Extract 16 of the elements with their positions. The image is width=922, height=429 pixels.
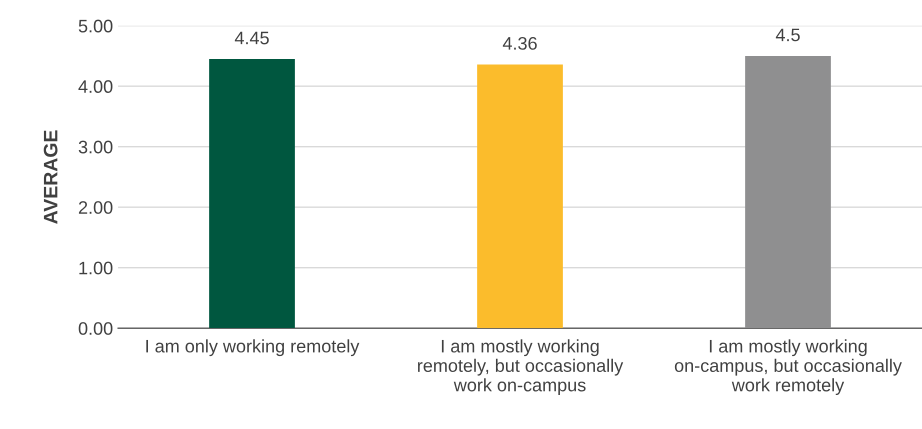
x-tick-label: I am mostly working remotely, but occasionally work on-campus — [418, 339, 624, 396]
y-tick-label: 4.00 — [78, 80, 112, 93]
y-tick-label: 2.00 — [78, 201, 112, 214]
y-axis-title: AVERAGE — [44, 130, 58, 224]
x-tick-label: I am only working remotely — [146, 339, 360, 356]
x-tick-label: I am mostly working on-campus, but occasionally work remotely — [674, 339, 902, 396]
y-tick-label: 1.00 — [79, 262, 112, 274]
y-tick-label: 5.00 — [78, 20, 112, 32]
bar — [477, 64, 563, 328]
data-label: 4.5 — [776, 28, 800, 42]
y-tick-label: 0.00 — [78, 322, 112, 335]
data-label: 4.36 — [502, 36, 537, 50]
data-label: 4.45 — [234, 32, 269, 44]
bar — [209, 59, 295, 328]
bar — [745, 56, 831, 328]
y-tick-label: 3.00 — [78, 140, 112, 154]
